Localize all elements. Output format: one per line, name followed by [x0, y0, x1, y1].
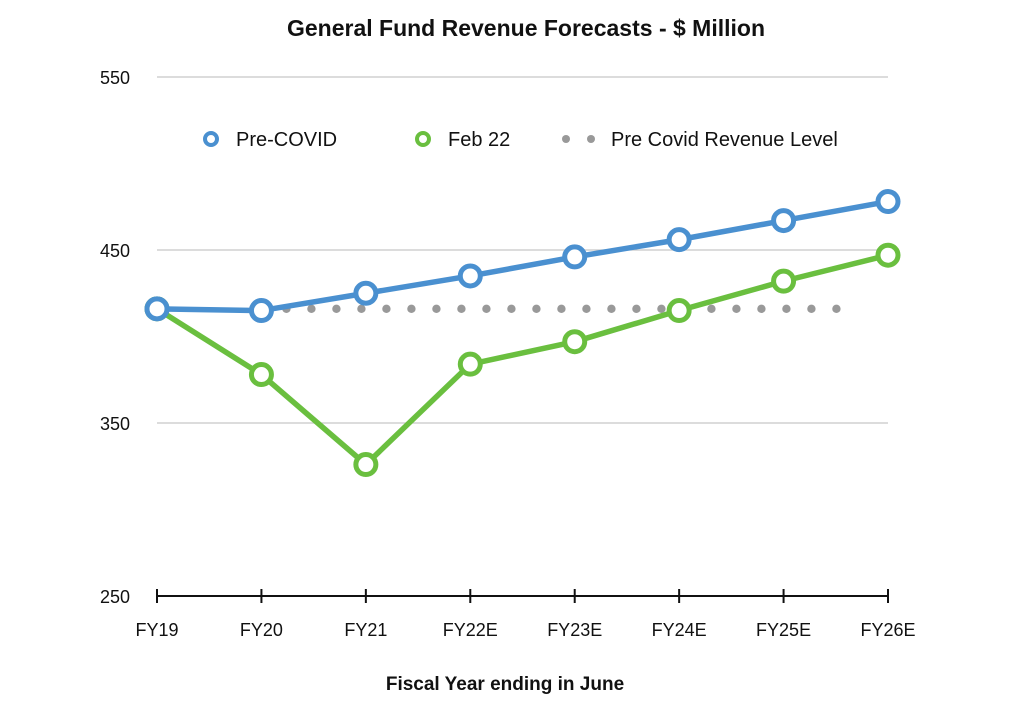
data-point [248, 298, 274, 324]
data-point [562, 329, 588, 355]
data-point [771, 208, 797, 234]
y-axis: 250 350 450 550 [100, 68, 130, 607]
x-tick-label: FY26E [860, 620, 915, 640]
level-dot [382, 304, 391, 314]
legend-item: Pre Covid Revenue Level [562, 129, 838, 151]
y-tick-label: 350 [100, 414, 130, 434]
level-dot [407, 304, 416, 314]
x-tick-label: FY25E [756, 620, 811, 640]
level-dot [657, 304, 666, 314]
level-dot [557, 304, 566, 314]
level-dot [807, 304, 816, 314]
legend-item: Feb 22 [415, 129, 510, 151]
series-layer [144, 189, 901, 478]
data-point [457, 263, 483, 289]
level-dot [782, 304, 791, 314]
level-dot [307, 304, 316, 314]
x-tick-label: FY21 [344, 620, 387, 640]
legend-dot-icon [587, 135, 595, 143]
legend-label: Pre Covid Revenue Level [611, 129, 838, 151]
x-tick-label: FY24E [652, 620, 707, 640]
level-dot [532, 304, 541, 314]
level-dot [432, 304, 441, 314]
legend-dot-icon [562, 135, 570, 143]
level-dot [507, 304, 516, 314]
series-pre-covid-level [282, 304, 841, 314]
y-tick-label: 250 [100, 587, 130, 607]
legend-marker-icon [415, 131, 431, 147]
data-point [562, 244, 588, 270]
level-dot [607, 304, 616, 314]
legend-label: Feb 22 [448, 129, 510, 151]
x-axis-title: Fiscal Year ending in June [386, 674, 624, 695]
series-pre-covid [144, 189, 901, 324]
level-dot [632, 304, 641, 314]
data-point [353, 280, 379, 306]
legend-label: Pre-COVID [236, 129, 337, 151]
data-point [875, 242, 901, 268]
series-line [155, 252, 889, 468]
level-dot [707, 304, 716, 314]
legend: Pre-COVID Feb 22 Pre Covid Revenue Level [203, 129, 838, 151]
level-dot [357, 304, 366, 314]
level-dot [732, 304, 741, 314]
level-dot [457, 304, 466, 314]
gridlines [157, 76, 888, 424]
chart-title: General Fund Revenue Forecasts - $ Milli… [287, 15, 765, 41]
data-point [666, 298, 692, 324]
x-tick-label: FY23E [547, 620, 602, 640]
level-dot [757, 304, 766, 314]
x-axis: FY19 FY20 FY21 FY22E FY23E FY24E FY25E FY26E [135, 589, 916, 640]
legend-item: Pre-COVID [203, 129, 337, 151]
data-point [144, 296, 170, 322]
data-point [457, 351, 483, 377]
data-point [875, 189, 901, 215]
x-tick-label: FY20 [240, 620, 283, 640]
level-dot [332, 304, 341, 314]
level-dot [482, 304, 491, 314]
x-tick-label: FY19 [135, 620, 178, 640]
legend-marker-icon [203, 131, 219, 147]
data-point [353, 452, 379, 478]
x-tick-label: FY22E [443, 620, 498, 640]
y-tick-label: 550 [100, 68, 130, 88]
data-point [771, 268, 797, 294]
level-dot [832, 304, 841, 314]
data-point [248, 362, 274, 388]
y-tick-label: 450 [100, 241, 130, 261]
data-point [666, 227, 692, 253]
series-line [156, 198, 889, 314]
series-feb-22 [144, 242, 901, 478]
level-dot [582, 304, 591, 314]
